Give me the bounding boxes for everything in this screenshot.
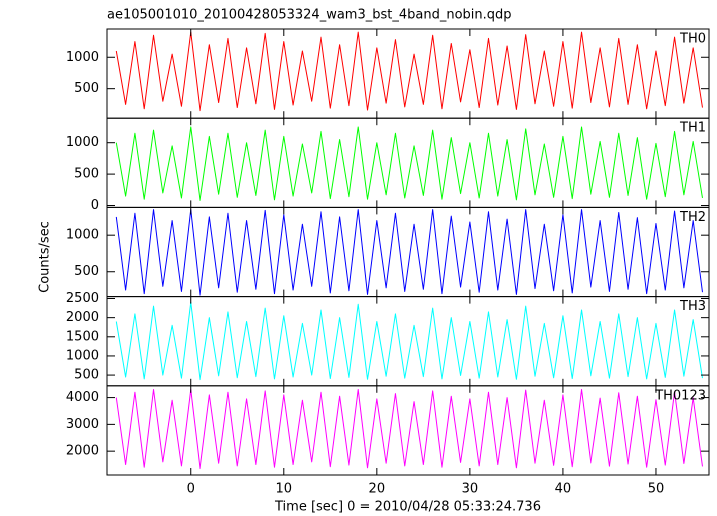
y-axis-label: Counts/sec (38, 221, 53, 293)
y-tick-label: 0 (91, 198, 99, 213)
y-tick-label: 4000 (66, 390, 99, 405)
data-line (115, 209, 703, 296)
x-tick-label: 40 (555, 482, 572, 497)
x-tick-label: 30 (462, 482, 479, 497)
panel-frame (106, 385, 710, 476)
series-label: TH2 (679, 210, 706, 225)
y-tick-label: 1500 (66, 329, 99, 344)
y-tick-label: 3000 (66, 417, 99, 432)
data-line (115, 301, 703, 381)
x-tick-label: 20 (369, 482, 386, 497)
y-tick-label: 1000 (66, 135, 99, 150)
y-tick-label: 2500 (66, 291, 99, 306)
y-tick-label: 1000 (66, 50, 99, 65)
y-tick-label: 500 (74, 81, 99, 96)
series-label: TH1 (679, 121, 706, 136)
y-tick-label: 2000 (66, 444, 99, 459)
chart-title: ae105001010_20100428053324_wam3_bst_4ban… (107, 8, 512, 23)
x-tick-label: 0 (187, 482, 195, 497)
y-tick-label: 1000 (66, 348, 99, 363)
series-label: TH0123 (654, 388, 706, 403)
series-label: TH3 (679, 299, 706, 314)
y-tick-label: 2000 (66, 310, 99, 325)
x-tick-label: 50 (648, 482, 665, 497)
data-line (115, 31, 703, 112)
y-tick-label: 1000 (66, 228, 99, 243)
x-tick-label: 10 (276, 482, 293, 497)
panel-frame (106, 296, 710, 387)
data-line (115, 389, 703, 470)
series-label: TH0 (679, 32, 706, 47)
panel-frame (106, 117, 710, 208)
panel-frame (106, 206, 710, 298)
x-axis-label: Time [sec] 0 = 2010/04/28 05:33:24.736 (274, 500, 541, 515)
y-tick-label: 500 (74, 368, 99, 383)
y-tick-label: 500 (74, 167, 99, 182)
y-tick-label: 500 (74, 264, 99, 279)
data-line (115, 126, 703, 201)
